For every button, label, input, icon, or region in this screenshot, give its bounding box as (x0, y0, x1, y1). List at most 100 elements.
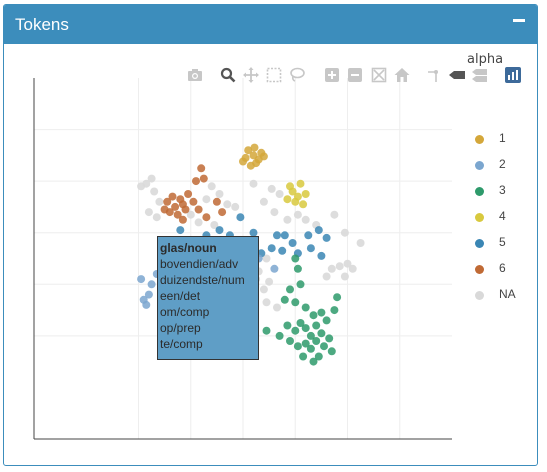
scatter-point[interactable] (283, 321, 292, 330)
scatter-point[interactable] (236, 213, 245, 222)
hover-compare-icon[interactable] (471, 66, 489, 84)
scatter-point[interactable] (327, 347, 336, 356)
scatter-point[interactable] (301, 324, 310, 333)
scatter-point[interactable] (270, 264, 279, 273)
scatter-point[interactable] (223, 200, 232, 209)
scatter-point[interactable] (144, 208, 153, 217)
scatter-point[interactable] (333, 293, 342, 302)
scatter-point[interactable] (239, 157, 247, 166)
scatter-point[interactable] (335, 262, 344, 271)
scatter-point[interactable] (163, 197, 172, 206)
scatter-point[interactable] (291, 254, 300, 263)
scatter-point[interactable] (317, 251, 326, 260)
scatter-point[interactable] (317, 308, 326, 317)
scatter-point[interactable] (202, 195, 211, 204)
scatter-point[interactable] (280, 295, 289, 304)
autoscale-icon[interactable] (370, 66, 388, 84)
scatter-point[interactable] (322, 316, 331, 325)
scatter-point[interactable] (343, 259, 352, 268)
scatter-point[interactable] (322, 233, 331, 242)
scatter-point[interactable] (306, 344, 315, 353)
scatter-point[interactable] (280, 231, 289, 240)
minus-icon[interactable] (513, 19, 525, 22)
scatter-point[interactable] (275, 331, 284, 340)
scatter-point[interactable] (249, 179, 258, 188)
scatter-point[interactable] (325, 334, 334, 343)
legend-item[interactable]: 4 (472, 209, 532, 229)
legend-item[interactable]: 6 (472, 261, 532, 281)
scatter-point[interactable] (176, 195, 185, 204)
scatter-point[interactable] (194, 205, 203, 214)
scatter-point[interactable] (168, 192, 177, 201)
scatter-point[interactable] (173, 210, 182, 219)
scatter-point[interactable] (137, 182, 146, 191)
scatter-point[interactable] (199, 174, 208, 183)
scatter-point[interactable] (181, 205, 190, 214)
scatter-point[interactable] (262, 298, 271, 307)
scatter-point[interactable] (137, 275, 146, 284)
pan-icon[interactable] (242, 66, 260, 84)
scatter-point[interactable] (275, 190, 284, 198)
scatter-point[interactable] (330, 210, 339, 219)
scatter-point[interactable] (304, 231, 313, 240)
scatter-plot[interactable]: alpha glas/noun bovendien/adv duizendste… (4, 45, 537, 465)
scatter-point[interactable] (299, 352, 308, 361)
zoom-in-icon[interactable] (323, 66, 341, 84)
camera-icon[interactable] (186, 66, 204, 84)
scatter-point[interactable] (299, 200, 308, 209)
scatter-point[interactable] (293, 210, 302, 219)
scatter-point[interactable] (317, 329, 326, 338)
scatter-point[interactable] (244, 146, 253, 155)
scatter-point[interactable] (194, 218, 203, 227)
scatter-point[interactable] (147, 280, 156, 289)
scatter-point[interactable] (152, 213, 161, 222)
scatter-point[interactable] (144, 290, 153, 299)
scatter-point[interactable] (267, 244, 276, 253)
scatter-point[interactable] (259, 285, 268, 294)
scatter-point[interactable] (265, 277, 274, 286)
scatter-point[interactable] (176, 226, 185, 235)
scatter-point[interactable] (184, 190, 193, 198)
scatter-point[interactable] (312, 337, 321, 345)
scatter-point[interactable] (340, 228, 349, 237)
scatter-point[interactable] (283, 195, 292, 204)
scatter-point[interactable] (312, 321, 321, 330)
scatter-point[interactable] (189, 197, 198, 206)
scatter-point[interactable] (278, 246, 287, 255)
scatter-point[interactable] (178, 215, 187, 224)
scatter-point[interactable] (314, 352, 323, 361)
scatter-point[interactable] (259, 152, 268, 161)
legend-item[interactable]: 5 (472, 235, 532, 255)
plotly-logo-icon[interactable] (504, 66, 522, 84)
scatter-point[interactable] (262, 326, 271, 335)
scatter-point[interactable] (273, 303, 281, 312)
scatter-point[interactable] (231, 202, 240, 211)
scatter-point[interactable] (301, 303, 310, 312)
scatter-point[interactable] (301, 190, 310, 198)
scatter-point[interactable] (150, 187, 159, 196)
scatter-point[interactable] (215, 190, 224, 198)
scatter-point[interactable] (286, 285, 294, 294)
scatter-point[interactable] (212, 197, 221, 206)
scatter-point[interactable] (283, 215, 292, 224)
scatter-point[interactable] (286, 182, 294, 191)
scatter-point[interactable] (306, 331, 315, 340)
scatter-point[interactable] (320, 342, 328, 351)
scatter-point[interactable] (314, 226, 323, 235)
scatter-point[interactable] (340, 272, 349, 281)
scatter-point[interactable] (330, 306, 339, 315)
scatter-point[interactable] (197, 164, 206, 173)
scatter-point[interactable] (147, 174, 156, 183)
spike-lines-icon[interactable] (425, 66, 443, 84)
lasso-select-icon[interactable] (288, 66, 306, 84)
scatter-point[interactable] (296, 179, 305, 188)
scatter-point[interactable] (291, 298, 300, 307)
scatter-point[interactable] (192, 177, 200, 186)
scatter-point[interactable] (207, 182, 216, 191)
scatter-point[interactable] (327, 264, 336, 273)
scatter-point[interactable] (348, 264, 357, 273)
scatter-point[interactable] (291, 326, 300, 335)
scatter-point[interactable] (296, 280, 305, 289)
zoom-icon[interactable] (219, 66, 237, 84)
scatter-point[interactable] (139, 295, 148, 304)
